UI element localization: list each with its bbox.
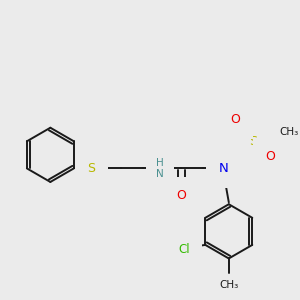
Text: O: O (266, 150, 275, 163)
Text: CH₃: CH₃ (219, 280, 238, 290)
Text: O: O (231, 113, 241, 127)
Text: O: O (176, 189, 186, 202)
Text: S: S (87, 162, 95, 175)
Text: CH₃: CH₃ (279, 127, 298, 136)
Text: H
N: H N (156, 158, 164, 179)
Text: Cl: Cl (178, 243, 190, 256)
Text: N: N (219, 162, 229, 175)
Text: S: S (249, 135, 257, 148)
